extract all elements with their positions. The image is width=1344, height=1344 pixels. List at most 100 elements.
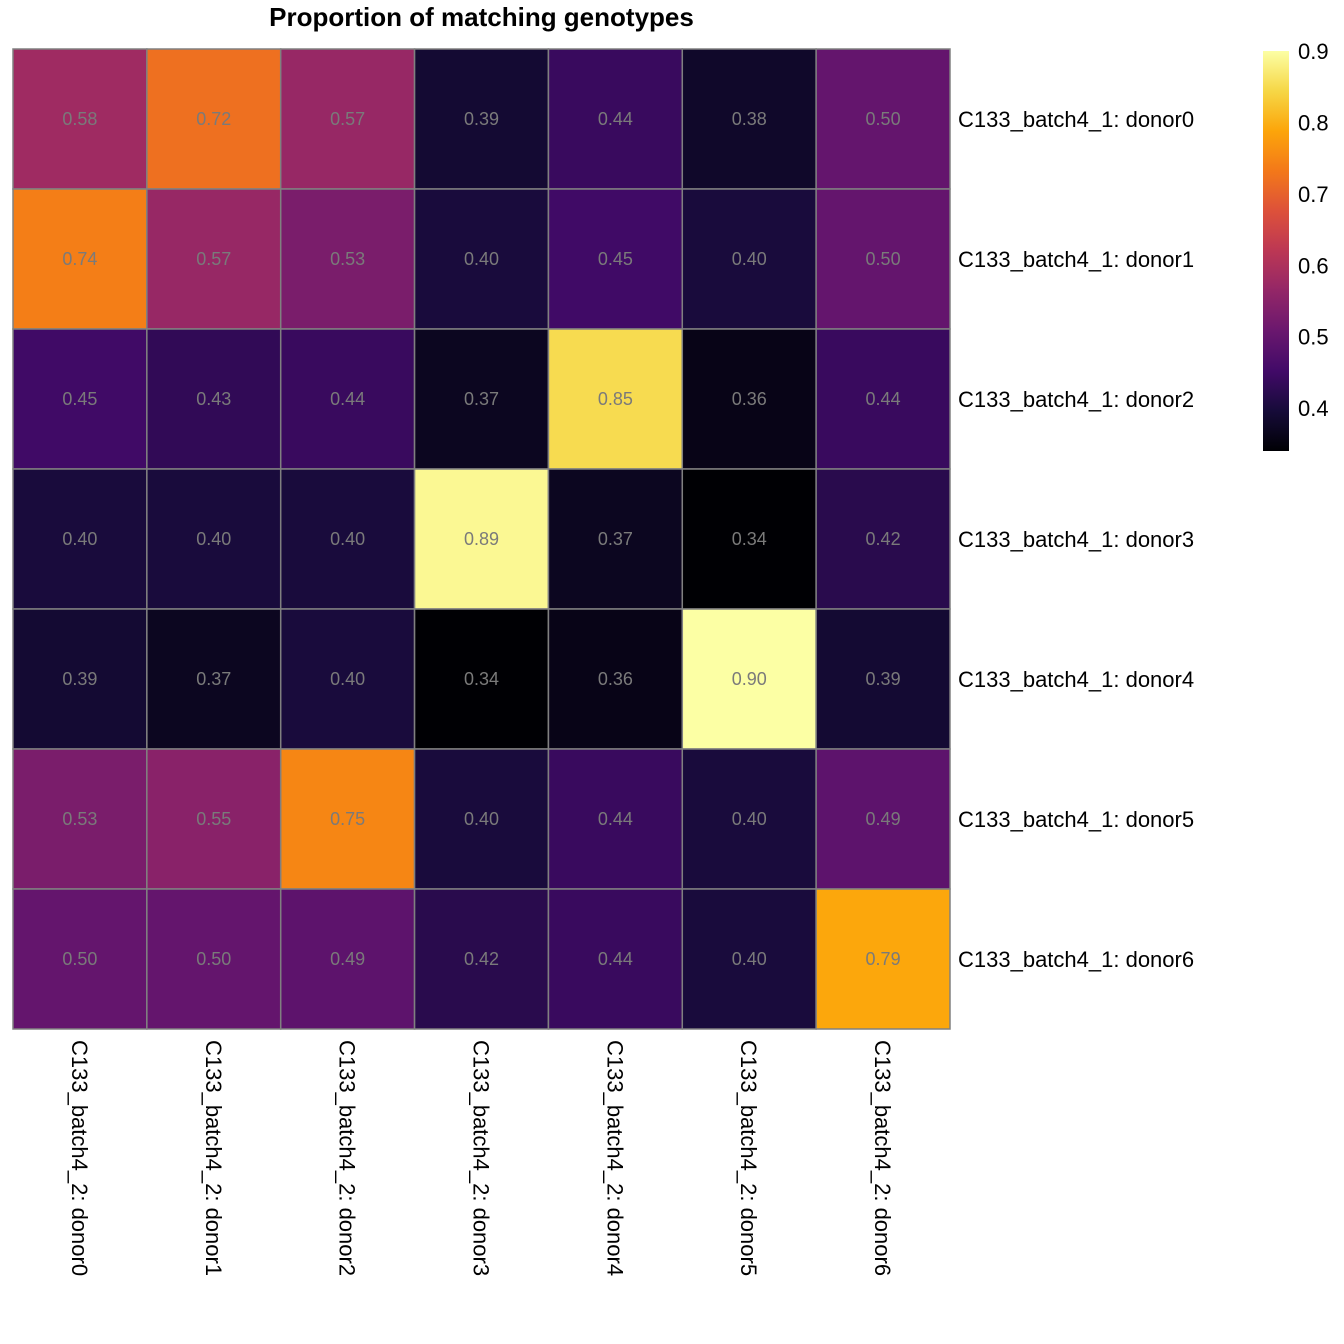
chart-title: Proportion of matching genotypes <box>269 2 694 32</box>
cell-value-label: 0.39 <box>62 669 97 689</box>
cell-value-label: 0.34 <box>732 529 767 549</box>
heatmap-cell <box>815 48 951 190</box>
cell-value-label: 0.45 <box>62 389 97 409</box>
cell-value-label: 0.49 <box>330 949 365 969</box>
heatmap-cell <box>413 468 550 610</box>
cell-value-label: 0.37 <box>464 389 499 409</box>
cell-value-label: 0.75 <box>330 809 365 829</box>
colorbar-tick-label: 0.5 <box>1298 325 1329 350</box>
cell-value-label: 0.45 <box>598 249 633 269</box>
heatmap-cell <box>413 748 550 890</box>
cell-value-label: 0.79 <box>866 949 901 969</box>
heatmap-cell <box>279 48 416 190</box>
heatmap-cell <box>12 468 148 610</box>
cell-value-label: 0.50 <box>866 249 901 269</box>
heatmap-cell <box>279 468 416 610</box>
cell-value-label: 0.44 <box>866 389 901 409</box>
colorbar-tick-label: 0.6 <box>1298 253 1329 278</box>
cell-value-label: 0.40 <box>330 669 365 689</box>
colorbar-tick-label: 0.8 <box>1298 110 1329 135</box>
heatmap-cell <box>681 608 817 750</box>
cell-value-label: 0.40 <box>732 949 767 969</box>
heatmap-cell <box>413 48 550 190</box>
column-label: C133_batch4_2: donor4 <box>602 1040 627 1276</box>
colorbar-tick-label: 0.9 <box>1298 39 1329 64</box>
heatmap-cell <box>815 748 951 890</box>
heatmap-cell <box>681 748 817 890</box>
cell-value-label: 0.50 <box>866 109 901 129</box>
heatmap-cell <box>279 328 416 470</box>
cell-value-label: 0.39 <box>866 669 901 689</box>
cell-value-label: 0.40 <box>62 529 97 549</box>
colorbar-tick-label: 0.4 <box>1298 396 1329 421</box>
heatmap-cell <box>413 328 550 470</box>
heatmap-cell <box>681 328 817 470</box>
cell-value-label: 0.85 <box>598 389 633 409</box>
heatmap-cell <box>547 328 684 470</box>
heatmap-cell <box>279 608 416 750</box>
cell-value-label: 0.57 <box>196 249 231 269</box>
heatmap-cell <box>279 748 416 890</box>
heatmap-cell <box>815 468 951 610</box>
cell-value-label: 0.49 <box>866 809 901 829</box>
cell-value-label: 0.44 <box>598 949 633 969</box>
column-label: C133_batch4_2: donor1 <box>201 1040 226 1276</box>
cell-value-label: 0.40 <box>330 529 365 549</box>
cell-value-label: 0.55 <box>196 809 231 829</box>
heatmap-cell <box>12 888 148 1030</box>
column-label: C133_batch4_2: donor5 <box>736 1040 761 1276</box>
heatmap-cell <box>146 468 282 610</box>
cell-value-label: 0.40 <box>732 249 767 269</box>
heatmap-cell <box>12 48 148 190</box>
column-label: C133_batch4_2: donor3 <box>469 1040 494 1276</box>
heatmap-cell <box>146 328 282 470</box>
cell-value-label: 0.50 <box>62 949 97 969</box>
cell-value-label: 0.38 <box>732 109 767 129</box>
column-label: C133_batch4_2: donor0 <box>67 1040 92 1276</box>
cell-value-label: 0.34 <box>464 669 499 689</box>
cell-value-label: 0.39 <box>464 109 499 129</box>
cell-value-label: 0.37 <box>196 669 231 689</box>
cell-value-label: 0.53 <box>62 809 97 829</box>
heatmap-cell <box>547 888 684 1030</box>
heatmap-cell <box>815 328 951 470</box>
row-label: C133_batch4_1: donor5 <box>958 807 1194 832</box>
heatmap-cell <box>12 748 148 890</box>
cell-value-label: 0.36 <box>732 389 767 409</box>
heatmap-cell <box>279 888 416 1030</box>
cell-value-label: 0.44 <box>598 809 633 829</box>
cell-value-label: 0.44 <box>330 389 365 409</box>
row-label: C133_batch4_1: donor2 <box>958 387 1194 412</box>
heatmap-cell <box>681 888 817 1030</box>
cell-value-label: 0.40 <box>464 249 499 269</box>
heatmap-cell <box>815 888 951 1030</box>
cell-value-label: 0.90 <box>732 669 767 689</box>
cell-value-label: 0.42 <box>464 949 499 969</box>
row-label: C133_batch4_1: donor1 <box>958 247 1194 272</box>
heatmap-cell <box>146 608 282 750</box>
row-label: C133_batch4_1: donor6 <box>958 947 1194 972</box>
cell-value-label: 0.40 <box>196 529 231 549</box>
heatmap-cell <box>547 608 684 750</box>
cell-value-label: 0.53 <box>330 249 365 269</box>
column-label: C133_batch4_2: donor2 <box>335 1040 360 1276</box>
row-label: C133_batch4_1: donor0 <box>958 107 1194 132</box>
row-label: C133_batch4_1: donor4 <box>958 667 1194 692</box>
heatmap-cell <box>12 328 148 470</box>
row-label: C133_batch4_1: donor3 <box>958 527 1194 552</box>
cell-value-label: 0.89 <box>464 529 499 549</box>
cell-value-label: 0.37 <box>598 529 633 549</box>
heatmap-cell <box>547 468 684 610</box>
heatmap-cell <box>12 188 148 330</box>
cell-value-label: 0.36 <box>598 669 633 689</box>
heatmap-cell <box>547 188 684 330</box>
heatmap-cell <box>146 888 282 1030</box>
cell-value-label: 0.58 <box>62 109 97 129</box>
cell-value-label: 0.40 <box>464 809 499 829</box>
heatmap-cell <box>815 608 951 750</box>
colorbar <box>1263 51 1289 451</box>
cell-value-label: 0.50 <box>196 949 231 969</box>
colorbar-tick-label: 0.7 <box>1298 182 1329 207</box>
heatmap-cell <box>146 188 282 330</box>
